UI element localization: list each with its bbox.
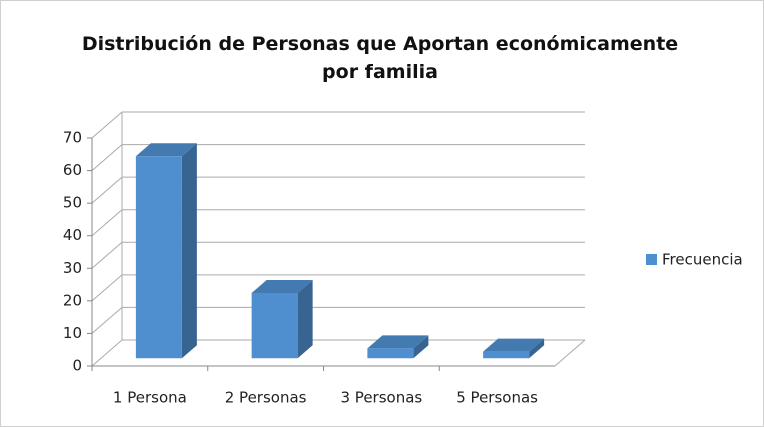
side-grid-line	[91, 176, 123, 204]
x-tick-label: 3 Personas	[341, 389, 423, 407]
side-grid-line	[91, 111, 123, 139]
bar-side	[181, 143, 197, 359]
y-tick-label: 10	[63, 324, 82, 342]
bar-front	[135, 156, 182, 359]
side-grid-line	[91, 241, 123, 269]
y-tick-label: 40	[63, 226, 82, 244]
bar-side	[297, 280, 313, 359]
x-tick-label: 2 Personas	[225, 389, 307, 407]
side-grid-line	[91, 209, 123, 237]
y-tick-label: 70	[63, 129, 82, 147]
y-tick-label: 50	[63, 194, 82, 212]
y-tick-label: 60	[63, 161, 82, 179]
bar-top	[251, 280, 313, 294]
bar-front	[367, 348, 414, 359]
y-tick-label: 30	[63, 259, 82, 277]
bar-front	[483, 351, 530, 359]
bar-side	[413, 335, 429, 359]
side-grid-line	[91, 274, 123, 302]
y-tick-label: 0	[72, 357, 82, 375]
side-grid-line	[91, 339, 123, 367]
legend-label: Frecuencia	[662, 251, 743, 269]
bar	[367, 335, 429, 359]
bar-side	[529, 338, 545, 359]
bar-top	[483, 338, 545, 352]
legend-swatch	[646, 254, 657, 265]
bar	[251, 280, 313, 359]
x-tick-label: 5 Personas	[456, 389, 538, 407]
bar	[135, 143, 197, 359]
floor-right	[554, 339, 586, 367]
bar-top	[367, 335, 429, 349]
side-grid-line	[91, 307, 123, 334]
chart-title: Distribución de Personas que Aportan eco…	[82, 33, 678, 83]
bar	[483, 338, 545, 359]
bar-top	[135, 143, 197, 157]
x-tick-label: 1 Persona	[113, 389, 187, 407]
y-tick-label: 20	[63, 291, 82, 309]
bar-front	[251, 293, 298, 359]
side-grid-line	[91, 144, 123, 171]
